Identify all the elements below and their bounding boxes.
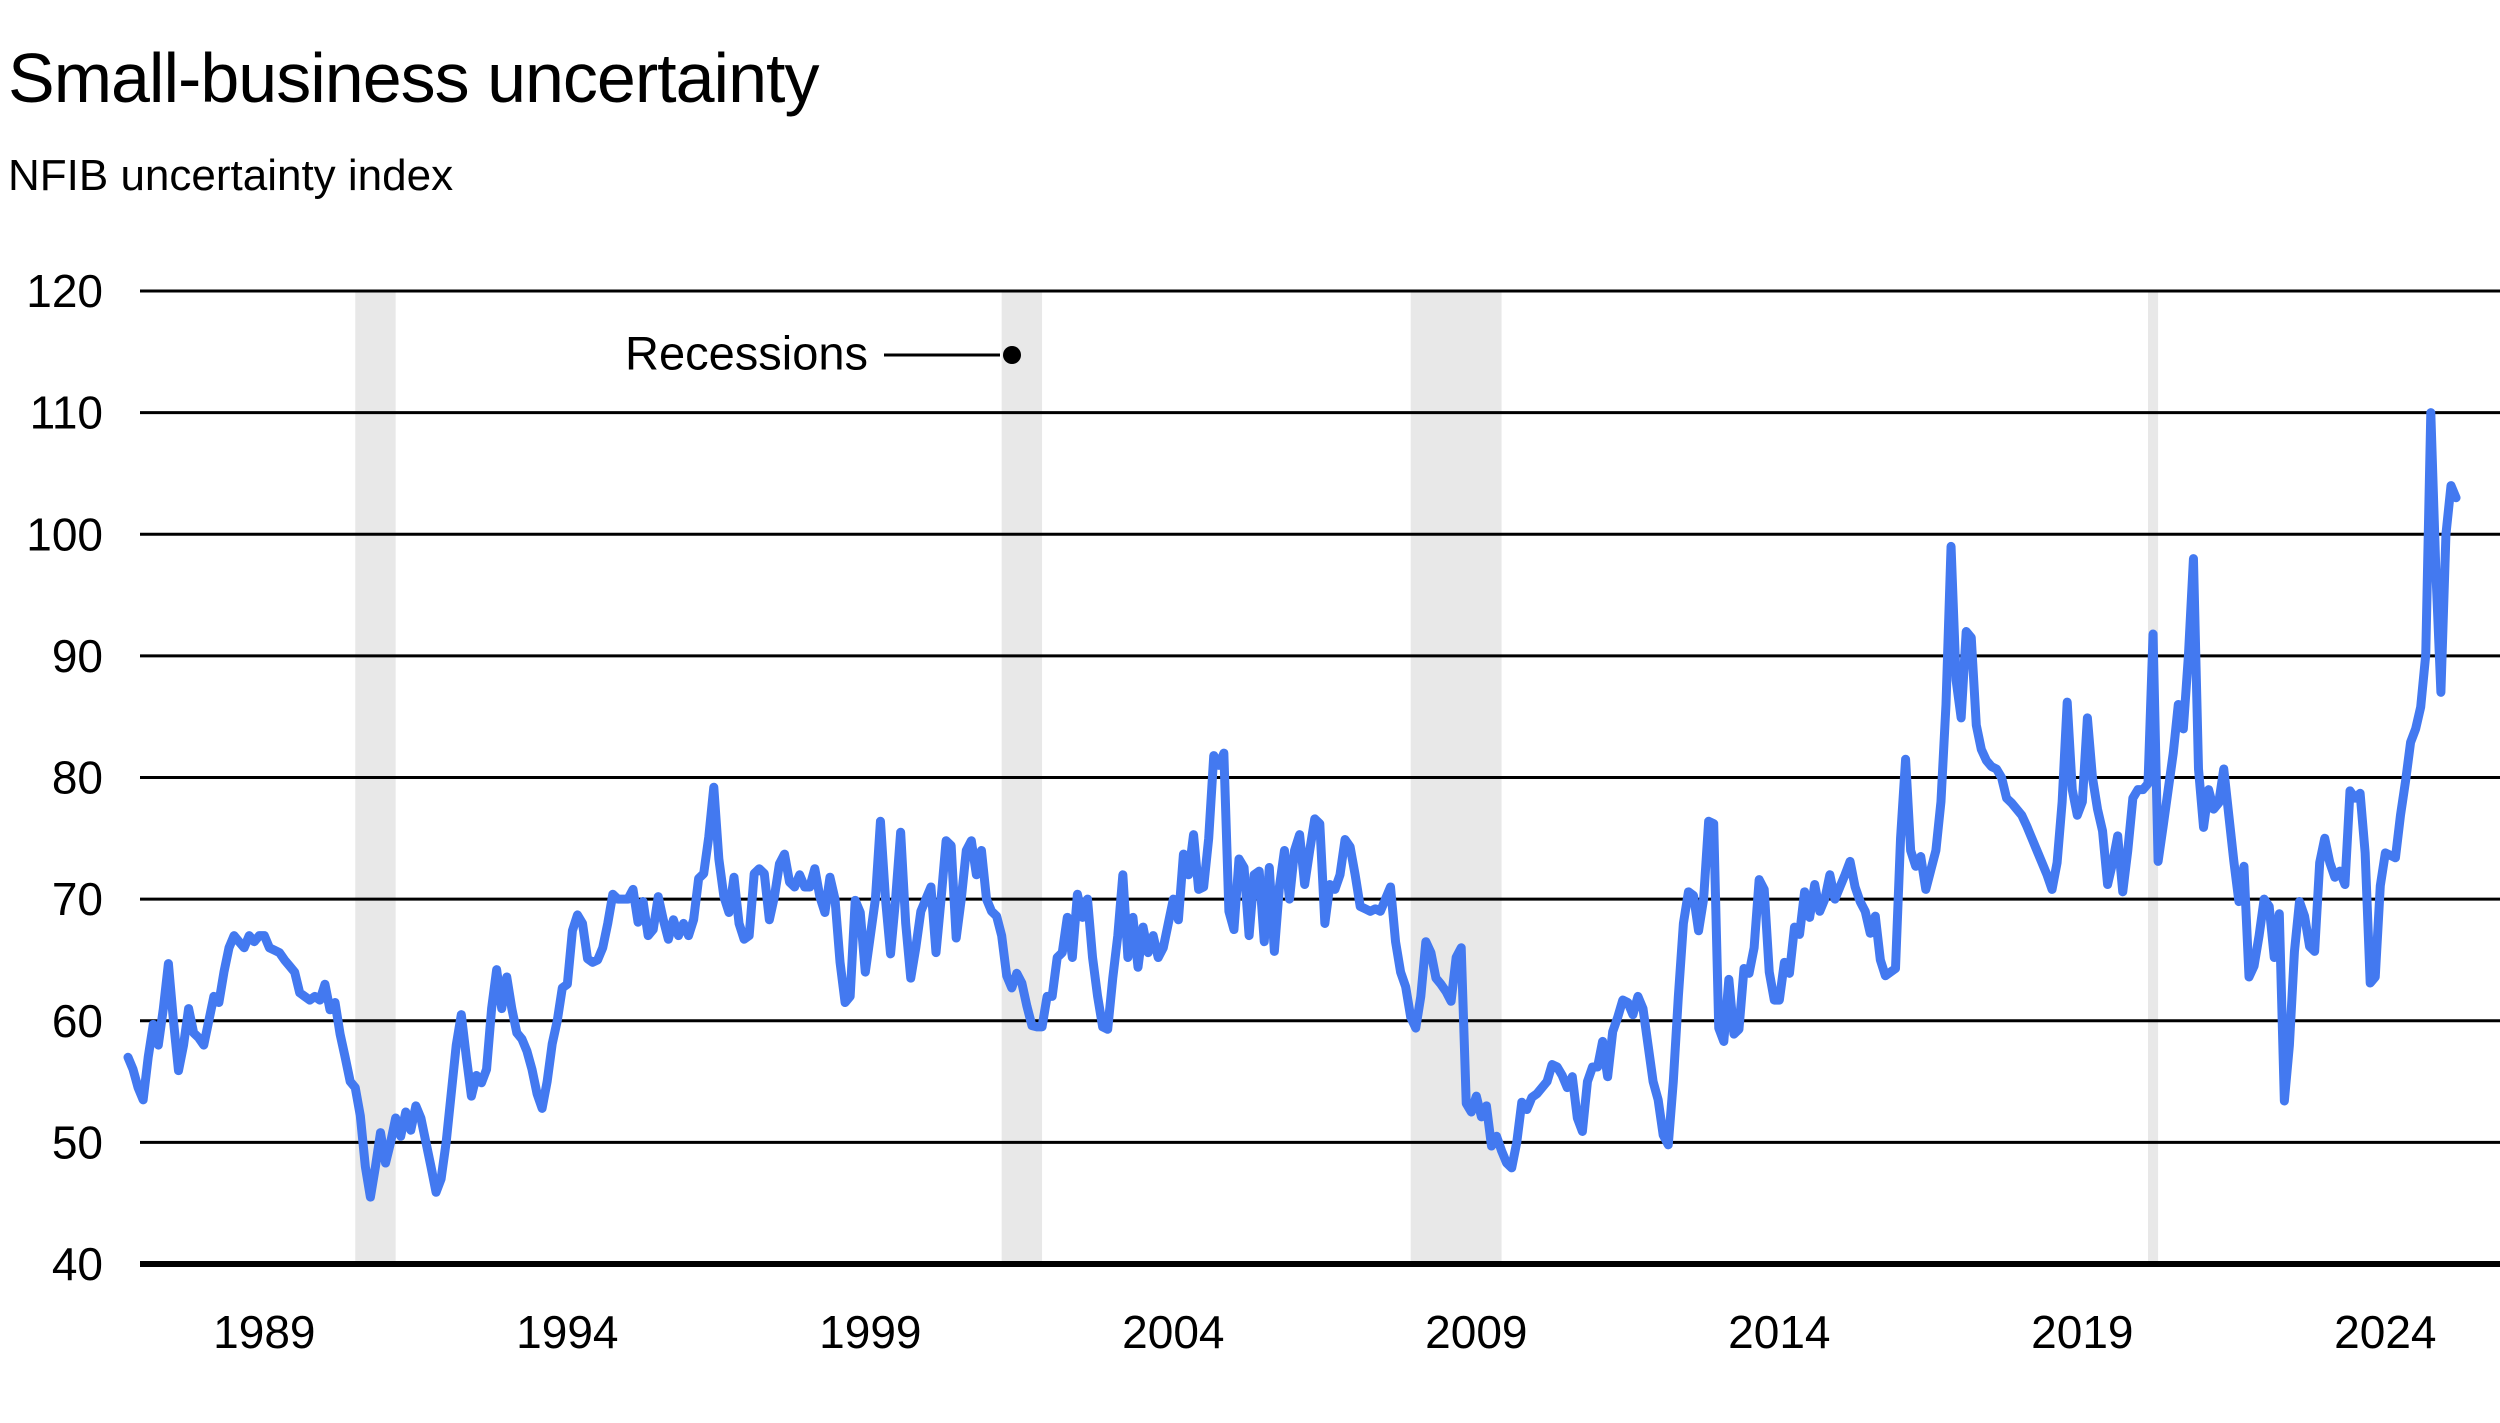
x-tick-label: 2024 [2334, 1306, 2436, 1358]
x-tick-label: 2004 [1122, 1306, 1224, 1358]
recessions-annotation-label: Recessions [625, 327, 868, 380]
y-tick-label: 60 [52, 995, 103, 1047]
recessions-annotation-dot [1003, 346, 1021, 364]
x-tick-label: 2009 [1425, 1306, 1527, 1358]
x-tick-label: 1999 [819, 1306, 921, 1358]
y-tick-label: 40 [52, 1238, 103, 1290]
y-axis-labels: 40 50 60 70 80 90 100 110 120 [26, 265, 103, 1290]
x-axis-labels: 1989 1994 1999 2004 2009 2014 2019 2024 [213, 1306, 2436, 1358]
y-tick-label: 80 [52, 752, 103, 804]
uncertainty-series-line [123, 408, 2461, 1202]
chart-subtitle: NFIB uncertainty index [8, 151, 454, 200]
y-tick-label: 90 [52, 630, 103, 682]
x-tick-label: 2019 [2031, 1306, 2133, 1358]
chart-title: Small-business uncertainty [8, 39, 819, 117]
recessions-annotation: Recessions [625, 327, 1021, 380]
x-tick-label: 1994 [516, 1306, 618, 1358]
gridlines [140, 289, 2500, 1267]
x-tick-label: 1989 [213, 1306, 315, 1358]
y-tick-label: 120 [26, 265, 103, 317]
y-tick-label: 70 [52, 873, 103, 925]
y-tick-label: 50 [52, 1116, 103, 1168]
x-tick-label: 2014 [1728, 1306, 1830, 1358]
y-tick-label: 100 [26, 508, 103, 560]
y-tick-label: 110 [30, 387, 103, 439]
